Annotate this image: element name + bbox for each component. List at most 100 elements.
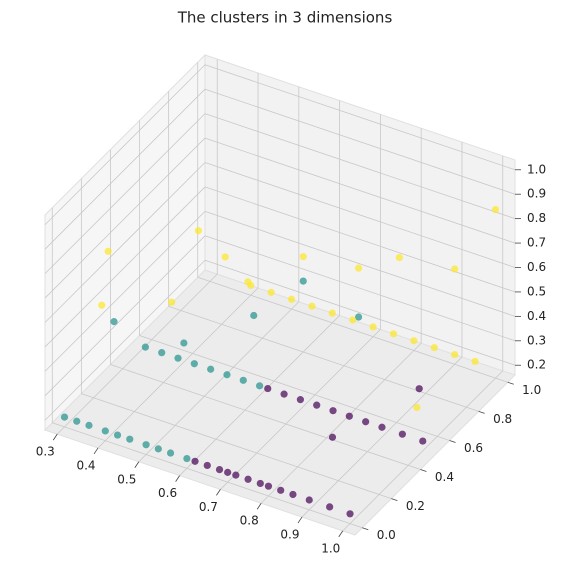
point xyxy=(410,337,418,345)
grid-line xyxy=(81,393,392,500)
grid-line xyxy=(44,259,206,421)
point xyxy=(203,461,211,470)
point xyxy=(191,457,199,465)
tick-mark xyxy=(175,475,180,482)
tick-label: 0.5 xyxy=(117,472,136,486)
point xyxy=(215,465,224,474)
grid-line xyxy=(197,276,508,383)
grid-line xyxy=(204,64,516,171)
point xyxy=(389,330,398,338)
point xyxy=(354,264,363,272)
point xyxy=(329,407,337,415)
point xyxy=(239,376,247,384)
point xyxy=(313,401,321,409)
point xyxy=(415,385,423,393)
tick-mark xyxy=(338,530,344,538)
point xyxy=(98,301,106,309)
tick-label: 0.5 xyxy=(527,284,546,298)
point xyxy=(362,418,370,426)
grid-line xyxy=(44,113,206,274)
point xyxy=(60,413,69,421)
point xyxy=(180,339,188,347)
point xyxy=(250,311,258,320)
tick-label: 0.4 xyxy=(435,470,454,484)
point xyxy=(104,247,112,255)
grid-line xyxy=(52,422,363,529)
point xyxy=(183,454,191,463)
tick-mark xyxy=(362,527,369,531)
point xyxy=(326,503,334,511)
tick-label: 0.2 xyxy=(527,358,546,372)
tick-label: 0.6 xyxy=(158,486,177,500)
point xyxy=(221,253,229,261)
point xyxy=(232,471,240,479)
point xyxy=(296,396,304,404)
grid-line xyxy=(204,137,516,244)
grid-line xyxy=(204,88,516,195)
tick-label: 0.6 xyxy=(527,260,546,274)
point xyxy=(328,433,337,441)
point xyxy=(207,365,215,373)
point xyxy=(85,421,93,429)
point xyxy=(244,475,252,483)
point xyxy=(305,496,313,504)
grid-line xyxy=(97,287,259,449)
tick-label: 0.3 xyxy=(527,333,546,347)
grid-line xyxy=(168,305,479,412)
grid-line xyxy=(44,235,206,397)
point xyxy=(264,482,273,490)
tick-label: 0.4 xyxy=(527,309,546,323)
point xyxy=(289,490,297,499)
tick-mark xyxy=(134,461,140,468)
tick-label: 0.8 xyxy=(527,211,546,225)
tick-mark xyxy=(216,489,221,496)
point xyxy=(346,510,354,518)
grid-line xyxy=(342,370,504,532)
point xyxy=(194,227,203,235)
grid-line xyxy=(204,186,516,293)
point xyxy=(168,298,176,306)
grid-line xyxy=(110,364,421,470)
grid-line xyxy=(44,137,206,299)
tick-mark xyxy=(256,503,262,510)
point xyxy=(419,437,427,445)
point xyxy=(244,278,252,286)
grid-line xyxy=(44,211,206,372)
point xyxy=(378,423,386,431)
tick-label: 1.0 xyxy=(527,162,546,176)
point xyxy=(154,445,162,453)
tick-mark xyxy=(93,447,99,455)
point xyxy=(287,295,296,303)
point xyxy=(256,479,264,488)
grid-line xyxy=(301,356,463,518)
grid-line xyxy=(260,342,422,504)
tick-label: 0.9 xyxy=(527,187,546,201)
grid-line xyxy=(204,113,516,220)
point xyxy=(413,403,421,412)
point xyxy=(430,344,438,352)
point xyxy=(369,323,377,331)
point xyxy=(142,441,150,449)
tick-mark xyxy=(478,410,485,414)
grid-line xyxy=(56,273,218,435)
tick-label: 1.0 xyxy=(522,383,541,397)
point xyxy=(345,412,353,420)
point xyxy=(491,205,500,214)
tick-label: 0.2 xyxy=(406,499,425,513)
point xyxy=(299,253,307,261)
point xyxy=(264,384,272,393)
tick-mark xyxy=(420,469,427,472)
point xyxy=(113,431,122,439)
point xyxy=(224,468,232,476)
tick-label: 0.4 xyxy=(76,458,95,472)
point xyxy=(395,253,403,262)
tick-label: 0.0 xyxy=(377,528,396,542)
tick-mark xyxy=(297,516,303,524)
tick-mark xyxy=(52,433,58,441)
point xyxy=(256,382,264,390)
point xyxy=(190,360,198,368)
grid-line xyxy=(204,259,516,366)
tick-label: 0.6 xyxy=(464,441,483,455)
point xyxy=(174,354,182,362)
